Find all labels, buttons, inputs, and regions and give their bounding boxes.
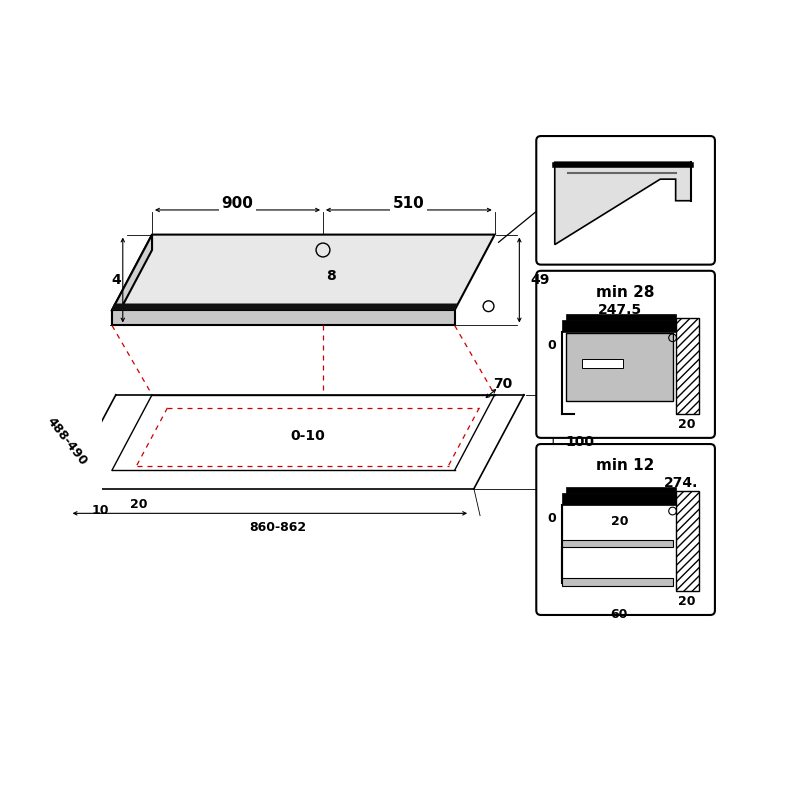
Polygon shape — [112, 310, 454, 326]
Text: 20: 20 — [678, 418, 696, 430]
Bar — [566, 333, 674, 401]
FancyBboxPatch shape — [536, 444, 715, 615]
Polygon shape — [112, 234, 152, 326]
Text: 20: 20 — [678, 594, 696, 608]
Polygon shape — [554, 162, 691, 245]
Text: 8: 8 — [326, 269, 335, 283]
Text: 49: 49 — [530, 273, 550, 287]
FancyBboxPatch shape — [536, 270, 715, 438]
Bar — [562, 578, 674, 586]
Text: 20: 20 — [611, 515, 629, 528]
Text: 20: 20 — [130, 498, 148, 510]
Bar — [562, 494, 698, 505]
Text: 70: 70 — [493, 377, 512, 391]
Bar — [566, 487, 676, 494]
Bar — [676, 491, 698, 591]
Bar — [562, 539, 674, 547]
Text: min 12: min 12 — [597, 458, 654, 473]
Text: 0-10: 0-10 — [290, 430, 325, 443]
Polygon shape — [112, 304, 457, 310]
Text: 510: 510 — [393, 196, 424, 211]
FancyBboxPatch shape — [536, 136, 715, 265]
Text: 488-490: 488-490 — [44, 415, 90, 468]
Text: 0: 0 — [547, 339, 556, 352]
Polygon shape — [112, 234, 494, 310]
Text: 860-862: 860-862 — [249, 521, 306, 534]
Bar — [676, 318, 698, 414]
Bar — [582, 359, 623, 368]
Bar — [566, 314, 676, 320]
Text: 4: 4 — [112, 273, 122, 287]
Bar — [562, 320, 698, 332]
Text: 60: 60 — [610, 609, 627, 622]
Text: 0: 0 — [547, 512, 556, 526]
Text: 274.: 274. — [664, 476, 698, 490]
Text: 247.5: 247.5 — [598, 303, 642, 317]
Text: 10: 10 — [92, 504, 110, 517]
Text: 900: 900 — [222, 196, 254, 211]
Text: 100: 100 — [566, 434, 594, 449]
Text: min 28: min 28 — [596, 285, 655, 300]
